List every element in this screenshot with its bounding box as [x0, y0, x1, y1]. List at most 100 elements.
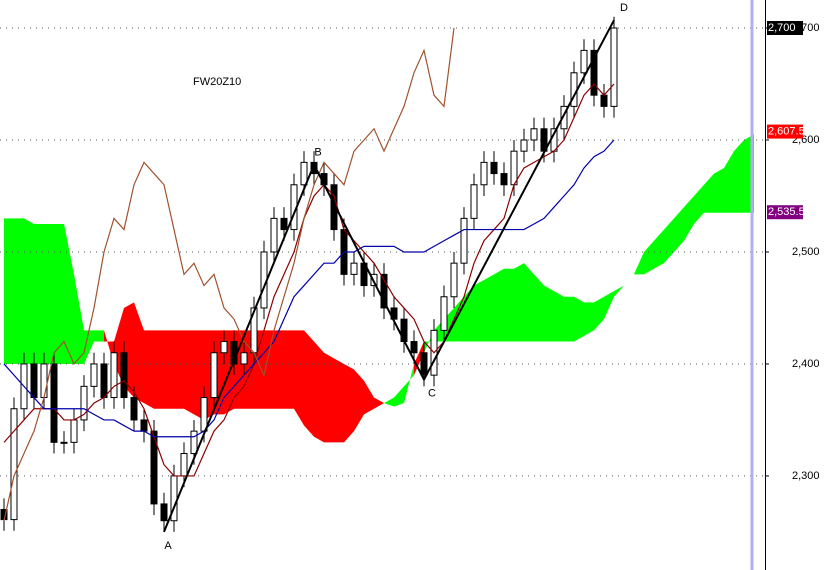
- cloud-segment: [594, 296, 604, 331]
- candle-body: [490, 161, 498, 175]
- cloud-segment: [84, 330, 94, 364]
- cloud-segment: [64, 223, 74, 364]
- cloud-segment: [474, 279, 484, 342]
- y-tick-label: 2,300: [792, 470, 820, 482]
- price-label: 2,607.5: [768, 125, 805, 137]
- cloud-segment: [644, 240, 654, 275]
- candle-body: [310, 161, 318, 175]
- candle-body: [500, 173, 508, 186]
- cloud-segment: [694, 184, 704, 224]
- candle-body: [380, 273, 388, 309]
- candle-body: [420, 352, 428, 376]
- cloud-segment: [314, 341, 324, 443]
- cloud-segment: [574, 296, 584, 342]
- y-tick-label: 2,400: [792, 358, 820, 370]
- candle-body: [520, 139, 528, 152]
- cloud-segment: [444, 307, 454, 342]
- cloud-segment: [354, 369, 364, 432]
- candle-body: [460, 217, 468, 264]
- price-label-box: [767, 124, 803, 139]
- pattern-label: C: [428, 388, 436, 400]
- candle-body: [560, 105, 568, 130]
- pattern-layer: A B C D: [163, 2, 628, 552]
- cloud-segment: [14, 218, 24, 364]
- indicator-line: [3, 83, 615, 477]
- chart-title: FW20Z10: [193, 76, 241, 88]
- cloud-segment: [274, 330, 284, 409]
- price-label: 2,535.5: [768, 206, 805, 218]
- cloud-segment: [534, 274, 544, 342]
- y-tick-label: 2,500: [792, 246, 820, 258]
- price-label: 2,700: [768, 22, 796, 34]
- candle-body: [240, 352, 248, 365]
- pattern-label: A: [164, 540, 172, 552]
- candle-body: [80, 385, 88, 421]
- candle-body: [410, 341, 418, 354]
- candle-body: [440, 296, 448, 331]
- candle-body: [510, 150, 518, 186]
- pattern-line: [163, 19, 615, 533]
- cloud-segment: [384, 397, 394, 407]
- candle-body: [40, 363, 48, 399]
- candle-body: [470, 184, 478, 219]
- candle-body: [200, 397, 208, 432]
- lines-layer: [3, 27, 615, 521]
- cloud-segment: [184, 330, 194, 415]
- cloud-segment: [494, 268, 504, 342]
- cloud-segment: [94, 330, 104, 342]
- cloud-segment: [704, 173, 714, 213]
- price-label-box: [767, 20, 803, 35]
- cloud-segment: [284, 330, 294, 409]
- labels-layer: 2,3002,4002,5002,6002,7002,7002,607.52,5…: [765, 20, 820, 482]
- cloud-segment: [654, 229, 664, 269]
- cloud-segment: [134, 302, 144, 404]
- cloud-segment: [74, 274, 84, 364]
- cloud-segment: [294, 330, 304, 426]
- cloud-segment: [524, 263, 534, 342]
- cloud-segment: [504, 268, 514, 342]
- cloud-segment: [174, 330, 184, 409]
- cloud-segment: [484, 274, 494, 342]
- candle-body: [600, 94, 608, 107]
- cloud-segment: [374, 397, 384, 409]
- cloud-segment: [564, 296, 574, 342]
- cloud-segment: [54, 223, 64, 364]
- candle-body: [220, 341, 228, 354]
- cloud-segment: [34, 223, 44, 364]
- candle-body: [280, 217, 288, 231]
- cloud-segment: [634, 251, 644, 275]
- price-label-box: [767, 205, 803, 220]
- candle-body: [140, 419, 148, 432]
- cloud-segment: [304, 330, 314, 437]
- candle-body: [270, 217, 278, 253]
- cloud-segment: [164, 330, 174, 409]
- candle-body: [150, 430, 158, 505]
- cloud-segment: [364, 380, 374, 415]
- candle-body: [530, 128, 538, 141]
- candle-body: [210, 352, 218, 399]
- cloud-segment: [734, 139, 744, 213]
- candle-body: [180, 453, 188, 477]
- cloud-segment: [604, 291, 614, 320]
- candle-body: [300, 161, 308, 186]
- pattern-label: D: [620, 2, 628, 14]
- cloud-segment: [614, 285, 624, 297]
- candle-body: [70, 419, 78, 443]
- cloud-segment: [324, 352, 334, 443]
- cloud-segment: [584, 302, 594, 336]
- candles-layer: [0, 16, 618, 532]
- candle-body: [130, 397, 138, 421]
- cloud-segment: [104, 330, 114, 364]
- cloud-segment: [344, 363, 354, 443]
- cloud-segment: [4, 218, 14, 364]
- cloud-segment: [334, 358, 344, 443]
- candle-body: [100, 363, 108, 399]
- cloud-segment: [514, 263, 524, 342]
- indicator-line: [3, 139, 615, 438]
- candle-body: [110, 352, 118, 399]
- cloud-segment: [44, 223, 54, 364]
- cloud-layer: [4, 134, 754, 443]
- candle-body: [50, 363, 58, 443]
